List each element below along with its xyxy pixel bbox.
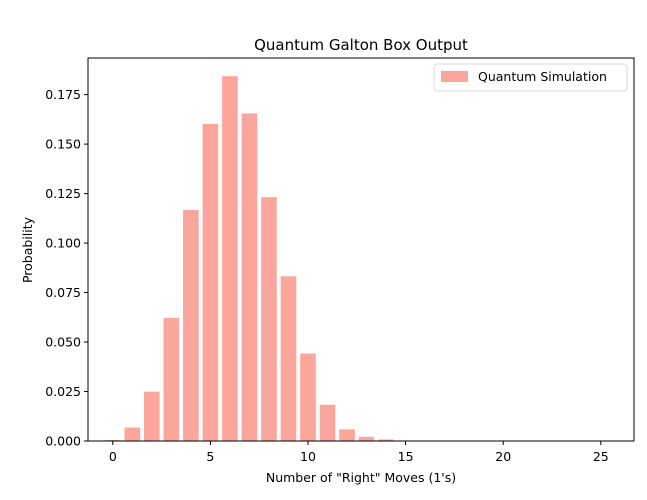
bars-group (104, 76, 414, 442)
bar-11 (319, 404, 336, 441)
y-tick-label: 0.125 (45, 186, 81, 201)
bar-1 (124, 427, 141, 441)
bar-7 (241, 113, 258, 442)
x-tick-label: 0 (109, 449, 117, 464)
y-tick-label: 0.000 (45, 434, 81, 449)
x-tick-label: 20 (495, 449, 511, 464)
x-tick-label: 5 (206, 449, 214, 464)
bar-9 (280, 276, 297, 441)
bar-13 (358, 436, 375, 441)
legend-swatch (441, 71, 468, 82)
y-tick-label: 0.075 (45, 285, 81, 300)
bar-3 (163, 317, 180, 441)
x-axis-label: Number of "Right" Moves (1's) (266, 470, 456, 485)
bar-6 (222, 76, 238, 442)
y-tick-label: 0.025 (45, 384, 81, 399)
y-ticks: 0.000 0.025 0.050 0.075 0.100 0.125 0.150 0.175 (45, 87, 88, 449)
bar-5 (202, 123, 219, 441)
bar-12 (339, 429, 355, 441)
y-axis-label: Probability (20, 216, 35, 283)
y-tick-label: 0.150 (45, 137, 81, 152)
chart-title: Quantum Galton Box Output (254, 36, 468, 54)
legend: Quantum Simulation (433, 63, 628, 92)
plot-frame (87, 57, 635, 442)
legend-label: Quantum Simulation (478, 69, 607, 84)
bar-10 (300, 353, 316, 441)
bar-2 (144, 391, 160, 441)
x-ticks: 0 5 10 15 20 25 (109, 441, 609, 464)
x-tick-label: 15 (398, 449, 414, 464)
y-tick-label: 0.050 (45, 335, 81, 350)
x-tick-label: 10 (300, 449, 316, 464)
bar-4 (183, 210, 199, 441)
bar-14 (378, 439, 394, 441)
legend-box (433, 63, 628, 92)
y-tick-label: 0.175 (45, 87, 81, 102)
x-tick-label: 25 (593, 449, 609, 464)
bar-8 (261, 197, 277, 441)
y-tick-label: 0.100 (45, 236, 81, 251)
